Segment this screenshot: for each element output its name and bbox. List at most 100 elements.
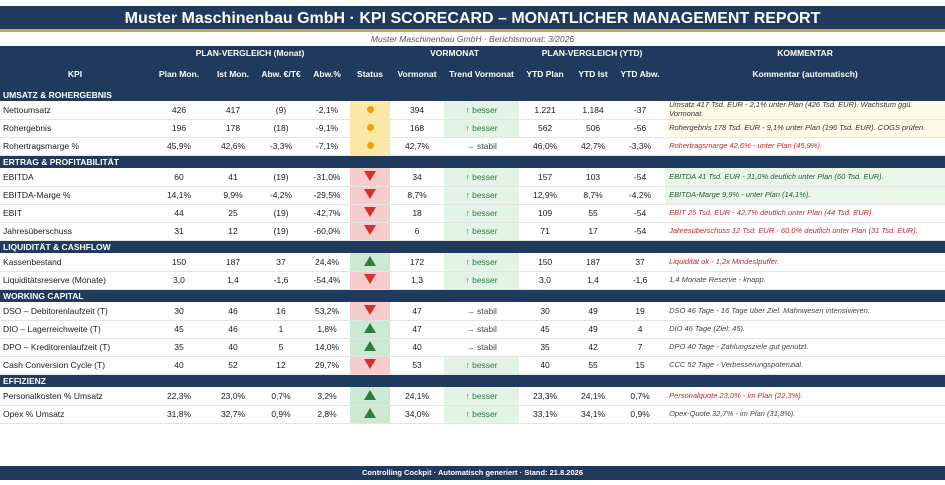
comment-text: Personalquote 23,0% - im Plan (22,3%).	[665, 387, 945, 406]
ytd-abw-value: -56	[615, 119, 666, 138]
kpi-name: Rohergebnis	[0, 119, 150, 138]
group-ytd: PLAN-VERGLEICH (YTD)	[519, 46, 666, 60]
table-row: DSO – Debitorenlaufzeit (T) 30 46 16 53,2% 47…	[0, 302, 945, 321]
table-row: Liquiditätsreserve (Monate) 3,0 1,4 -1,6 -54…	[0, 271, 945, 290]
status-cell	[350, 137, 391, 156]
vormonat-value: 168	[390, 119, 445, 138]
col-plan: Plan Mon.	[150, 60, 208, 88]
vormonat-value: 53	[390, 356, 445, 375]
ist-value: 1,4	[208, 271, 258, 290]
status-cell	[350, 356, 391, 375]
table-row: Rohertragsmarge % 45,9% 42,6% -3,3% -7,1% 42,…	[0, 137, 945, 156]
ist-value: 42,6%	[208, 137, 258, 156]
ytd-ist-value: 55	[571, 356, 616, 375]
table-body: UMSATZ & ROHERGEBNIS Nettoumsatz 426 417 (9)…	[0, 88, 945, 424]
col-ytd-ist: YTD Ist	[571, 60, 616, 88]
table-row: Nettoumsatz 426 417 (9) -2,1% 394 ↑ besser 1.22…	[0, 101, 945, 120]
circle-icon	[366, 142, 374, 149]
triangle-down-icon	[364, 274, 377, 284]
comment-text: Rohertragsmarge 42,6% - unter Plan (45,9…	[665, 137, 945, 156]
table-row: EBITDA-Marge % 14,1% 9,9% -4,2% -29,5% 8,7% ↑ …	[0, 186, 945, 205]
kpi-name: Nettoumsatz	[0, 101, 150, 120]
kpi-name: EBIT	[0, 204, 150, 223]
plan-value: 196	[150, 119, 208, 138]
trend-value: ↑ besser	[444, 168, 520, 187]
comment-text: Umsatz 417 Tsd. EUR - 2,1% unter Plan (4…	[665, 101, 945, 120]
abw-abs-value: 1	[258, 320, 304, 339]
triangle-up-icon	[364, 341, 377, 351]
ytd-plan-value: 562	[519, 119, 572, 138]
trend-value: ↑ besser	[444, 387, 520, 406]
trend-value: ↑ besser	[444, 101, 520, 120]
abw-pct-value: -2,1%	[304, 101, 351, 120]
abw-pct-value: -9,1%	[304, 119, 351, 138]
group-kommentar: KOMMENTAR	[665, 46, 945, 60]
table-row: DIO – Lagerreichweite (T) 45 46 1 1,8% 47 → st…	[0, 320, 945, 339]
ist-value: 52	[208, 356, 258, 375]
kpi-name: EBITDA-Marge %	[0, 186, 150, 205]
kpi-name: Cash Conversion Cycle (T)	[0, 356, 150, 375]
abw-abs-value: (18)	[258, 119, 304, 138]
triangle-down-icon	[364, 304, 377, 315]
vormonat-value: 172	[390, 253, 445, 272]
abw-pct-value: 24,4%	[304, 253, 351, 272]
group-vormonat: VORMONAT	[390, 46, 520, 60]
footer: Controlling Cockpit · Automatisch generi…	[0, 466, 945, 480]
triangle-down-icon	[364, 225, 377, 235]
group-header-row: PLAN-VERGLEICH (Monat) VORMONAT PLAN-VER…	[0, 46, 945, 60]
abw-pct-value: 3,2%	[304, 387, 351, 406]
status-cell	[350, 101, 391, 120]
ytd-plan-value: 1.221	[519, 101, 572, 120]
comment-text: Liquidität ok - 1,2x Mindestpuffer.	[665, 253, 945, 272]
vormonat-value: 34,0%	[390, 405, 445, 424]
circle-icon	[366, 124, 374, 131]
vormonat-value: 47	[390, 302, 445, 321]
vormonat-value: 34	[390, 168, 445, 187]
col-trend: Trend Vormonat	[444, 60, 520, 88]
ytd-plan-value: 33,1%	[519, 405, 572, 424]
ytd-plan-value: 23,3%	[519, 387, 572, 406]
table-row: EBITDA 60 41 (19) -31,0% 34 ↑ besser 157 103 -54 E…	[0, 168, 945, 187]
table-row: Rohergebnis 196 178 (18) -9,1% 168 ↑ besser 562…	[0, 119, 945, 138]
ytd-abw-value: 37	[615, 253, 666, 272]
col-vormonat: Vormonat	[390, 60, 445, 88]
vormonat-value: 1,3	[390, 271, 445, 290]
ytd-ist-value: 1,4	[571, 271, 616, 290]
ist-value: 46	[208, 320, 258, 339]
trend-value: ↑ besser	[444, 253, 520, 272]
abw-abs-value: 0,9%	[258, 405, 304, 424]
kpi-name: Liquiditätsreserve (Monate)	[0, 271, 150, 290]
comment-text: Rohergebnis 178 Tsd. EUR - 9,1% unter Pl…	[665, 119, 945, 138]
ist-value: 32,7%	[208, 405, 258, 424]
col-status: Status	[350, 60, 391, 88]
plan-value: 31,8%	[150, 405, 208, 424]
ytd-plan-value: 150	[519, 253, 572, 272]
ytd-abw-value: 19	[615, 302, 666, 321]
status-cell	[350, 338, 391, 357]
triangle-down-icon	[364, 207, 377, 217]
plan-value: 22,3%	[150, 387, 208, 406]
kpi-name: EBITDA	[0, 168, 150, 187]
kpi-name: DPO – Kreditorenlaufzeit (T)	[0, 338, 150, 357]
status-cell	[350, 271, 391, 290]
ytd-ist-value: 103	[571, 168, 616, 187]
plan-value: 30	[150, 302, 208, 321]
table-row: Opex % Umsatz 31,8% 32,7% 0,9% 2,8% 34,0% ↑ be…	[0, 405, 945, 424]
plan-value: 45,9%	[150, 137, 208, 156]
ist-value: 9,9%	[208, 186, 258, 205]
triangle-up-icon	[364, 408, 377, 418]
triangle-down-icon	[364, 189, 377, 199]
section-header: LIQUIDITÄT & CASHFLOW	[0, 240, 945, 253]
abw-pct-value: 1,8%	[304, 320, 351, 339]
circle-icon	[366, 105, 374, 113]
col-abw-abs: Abw. €/T€	[258, 60, 304, 88]
trend-value: → stabil	[444, 338, 520, 357]
trend-value: ↑ besser	[444, 186, 520, 205]
ist-value: 46	[208, 302, 258, 321]
plan-value: 35	[150, 338, 208, 357]
abw-abs-value: -1,6	[258, 271, 304, 290]
triangle-down-icon	[364, 170, 377, 181]
status-cell	[350, 168, 391, 187]
ytd-ist-value: 1.184	[571, 101, 616, 120]
ytd-plan-value: 71	[519, 222, 572, 241]
